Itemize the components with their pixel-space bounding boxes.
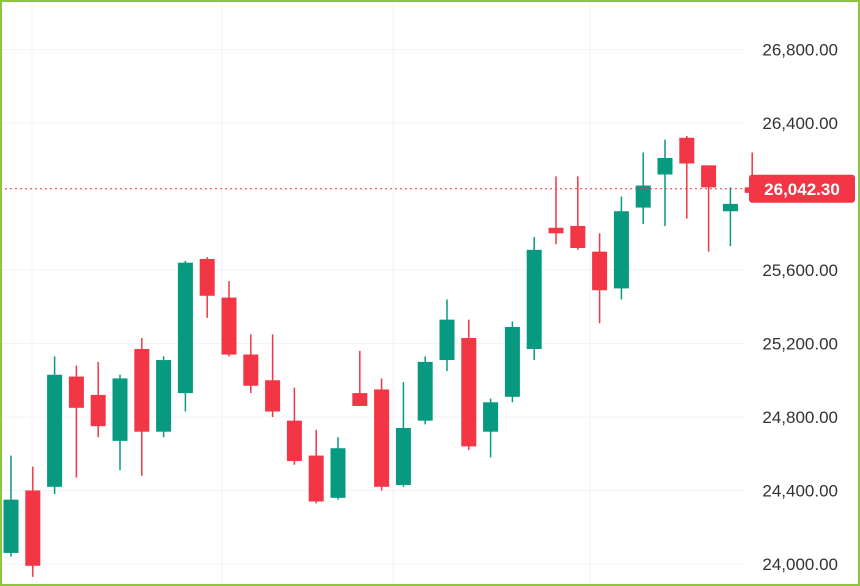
price-axis[interactable]: 26,800.00 26,400.00 25,600.00 25,200.00 24,8… [762, 41, 838, 574]
current-price-label-bg [749, 174, 855, 203]
candle [613, 196, 629, 300]
candle-body [526, 249, 542, 350]
candle-body [90, 394, 106, 427]
candle [570, 176, 586, 250]
candle [461, 319, 477, 451]
candle-body [156, 360, 172, 432]
candle [221, 281, 237, 357]
candle [199, 257, 215, 318]
y-tick-label: 26,400.00 [762, 114, 838, 133]
y-tick-label: 24,400.00 [762, 481, 838, 500]
candle-body [395, 428, 411, 485]
candle [592, 233, 608, 324]
candle [374, 378, 390, 491]
candle-body [265, 380, 281, 412]
candle-body [461, 338, 477, 447]
candle-body [199, 259, 215, 296]
grid [0, 0, 745, 586]
candle [439, 299, 455, 372]
candle [526, 236, 542, 361]
candle-body [417, 361, 433, 421]
candle-body [548, 227, 564, 234]
candle [352, 350, 368, 406]
candle [177, 260, 193, 412]
candle [657, 139, 673, 226]
candle [722, 187, 738, 247]
candle-body [592, 251, 608, 291]
candle [134, 338, 150, 476]
candle [548, 176, 564, 245]
candle [504, 321, 520, 403]
candle-body [134, 349, 150, 432]
candle [3, 455, 19, 557]
candle-body [439, 319, 455, 361]
candle-body [47, 374, 63, 487]
candle [156, 356, 172, 438]
candle-body [504, 326, 520, 397]
candle [308, 429, 324, 504]
candle [112, 374, 128, 471]
candle-body [330, 448, 346, 498]
candle-body [374, 389, 390, 487]
y-tick-label: 24,000.00 [762, 555, 838, 574]
candle-body [221, 297, 237, 355]
candle-body [613, 211, 629, 289]
candle-body [25, 490, 41, 566]
y-tick-label: 25,200.00 [762, 335, 838, 354]
candle-body [177, 262, 193, 394]
candle [265, 334, 281, 417]
candle [701, 165, 717, 252]
candle-body [68, 376, 84, 408]
candle [286, 387, 302, 465]
y-tick-label: 24,800.00 [762, 408, 838, 427]
y-tick-label: 25,600.00 [762, 261, 838, 280]
candle [47, 356, 63, 495]
current-price-label: 26,042.30 [749, 174, 855, 203]
candle [243, 334, 259, 394]
candle [90, 361, 106, 438]
candle-body [308, 455, 324, 502]
current-price-value: 26,042.30 [764, 180, 840, 199]
candle-body [657, 157, 673, 175]
candle [417, 356, 433, 425]
candle-body [635, 185, 651, 208]
candle [395, 382, 411, 487]
candle-body [679, 137, 695, 164]
candle-body [352, 393, 368, 406]
candle [68, 365, 84, 478]
candle-body [722, 203, 738, 212]
candle-body [112, 378, 128, 441]
candle-body [701, 165, 717, 188]
candle-body [483, 402, 499, 432]
candle-body [243, 354, 259, 386]
candles [3, 135, 760, 577]
candle [25, 466, 41, 577]
y-tick-label: 26,800.00 [762, 41, 838, 60]
candle [483, 398, 499, 458]
candle [679, 135, 695, 219]
candle-body [570, 225, 586, 248]
candle [330, 437, 346, 500]
candle-body [3, 499, 19, 553]
candle-body [286, 420, 302, 462]
candle [635, 152, 651, 225]
